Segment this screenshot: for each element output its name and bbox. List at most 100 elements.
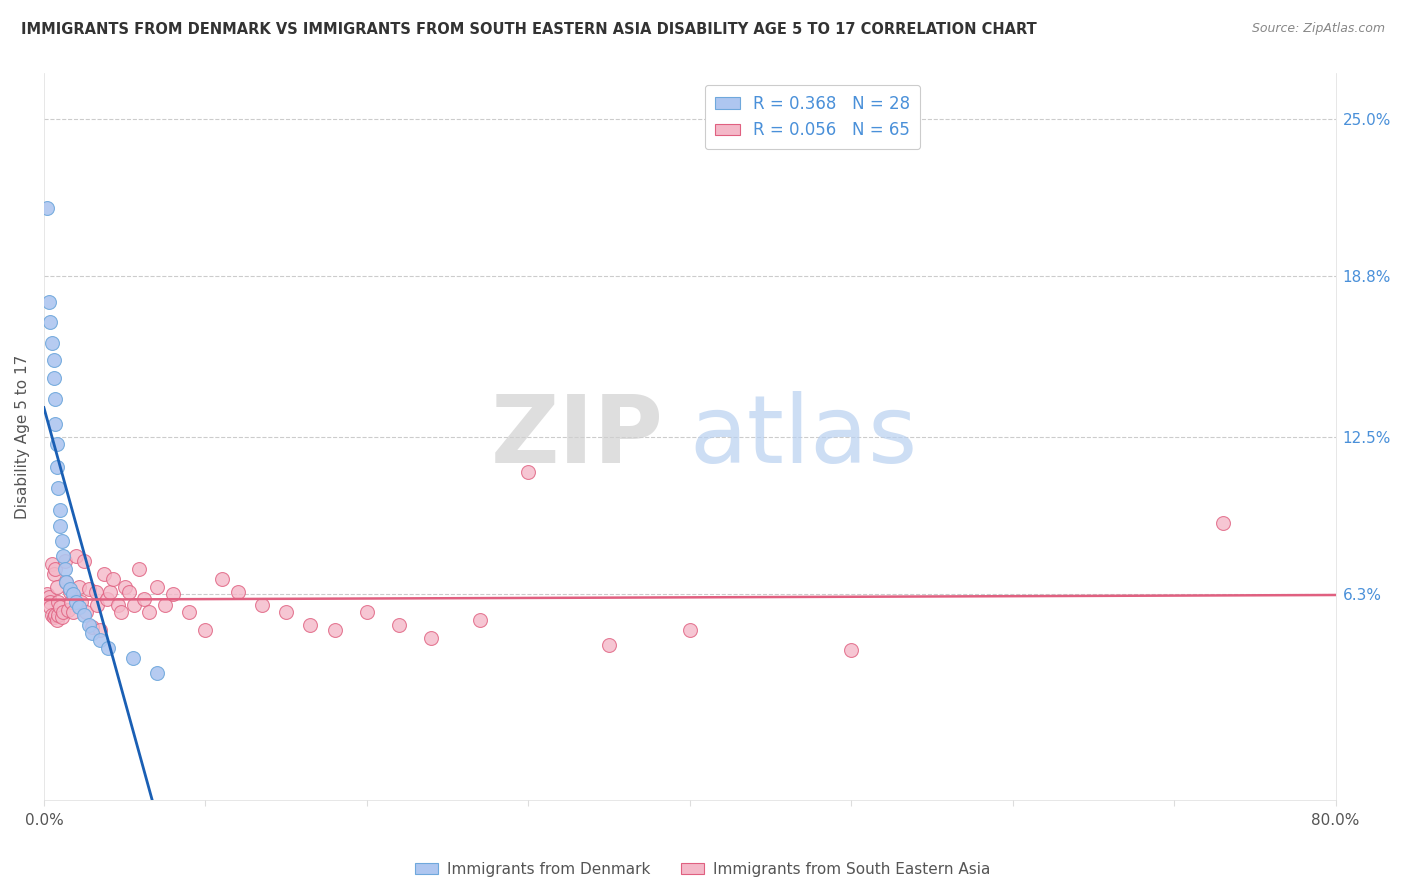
Point [89,633,111,648]
Point [274,605,297,619]
Point [48,607,70,622]
Point [138,605,160,619]
Legend: R = 0.368   N = 28, R = 0.056   N = 65: R = 0.368 N = 28, R = 0.056 N = 65 [704,85,921,149]
Point [59,582,82,597]
Point [45,460,67,475]
Point [839,643,862,657]
Point [97,640,120,655]
Point [121,651,143,665]
Point [73,607,96,622]
Legend: Immigrants from Denmark, Immigrants from South Eastern Asia: Immigrants from Denmark, Immigrants from… [408,854,998,884]
Text: IMMIGRANTS FROM DENMARK VS IMMIGRANTS FROM SOUTH EASTERN ASIA DISABILITY AGE 5 T: IMMIGRANTS FROM DENMARK VS IMMIGRANTS FR… [21,22,1036,37]
Point [42,567,65,582]
Point [82,625,104,640]
Point [44,392,66,406]
Point [517,466,540,480]
Point [179,605,201,619]
Point [96,592,118,607]
Point [51,610,73,624]
Point [124,598,146,612]
Y-axis label: Disability Age 5 to 17: Disability Age 5 to 17 [15,355,30,519]
Point [211,572,233,586]
Point [48,481,70,495]
Point [107,598,129,612]
Text: Source: ZipAtlas.com: Source: ZipAtlas.com [1251,22,1385,36]
Point [44,607,66,622]
Point [53,554,76,568]
Point [250,598,273,612]
Point [98,585,121,599]
Point [52,605,75,619]
Point [51,533,73,548]
Point [73,554,96,568]
Point [42,610,65,624]
Point [118,585,141,599]
Point [37,201,59,215]
Point [299,618,322,632]
Text: ZIP: ZIP [491,391,664,483]
Point [146,666,169,681]
Point [59,585,82,599]
Point [82,620,104,634]
Point [41,557,63,571]
Point [52,549,75,564]
Point [153,598,176,612]
Point [194,623,217,637]
Point [1212,516,1234,531]
Point [388,618,411,632]
Text: atlas: atlas [690,391,918,483]
Point [65,595,87,609]
Point [49,503,72,517]
Point [114,580,136,594]
Point [110,605,132,619]
Point [48,595,70,609]
Point [37,587,59,601]
Point [77,582,100,597]
Point [93,567,115,582]
Point [62,587,84,601]
Point [420,631,443,645]
Point [39,595,62,609]
Point [103,572,125,586]
Point [49,600,72,615]
Point [146,580,169,594]
Point [84,585,107,599]
Point [44,417,66,431]
Point [226,585,249,599]
Point [62,605,84,619]
Point [41,607,63,622]
Point [45,580,67,594]
Point [53,562,76,576]
Point [67,580,90,594]
Point [128,562,150,576]
Point [41,335,63,350]
Point [67,600,90,615]
Point [38,294,60,309]
Point [60,595,83,609]
Point [49,518,72,533]
Point [679,623,702,637]
Point [39,315,62,329]
Point [42,371,65,385]
Point [598,638,620,652]
Point [45,437,67,451]
Point [45,613,67,627]
Point [65,549,87,564]
Point [77,618,100,632]
Point [42,353,65,368]
Point [468,613,491,627]
Point [39,600,62,615]
Point [56,602,79,616]
Point [356,605,378,619]
Point [70,595,93,609]
Point [75,605,97,619]
Point [323,623,346,637]
Point [89,623,111,637]
Point [132,592,155,607]
Point [38,590,60,604]
Point [162,587,184,601]
Point [86,598,108,612]
Point [55,574,77,589]
Point [55,574,77,589]
Point [44,562,66,576]
